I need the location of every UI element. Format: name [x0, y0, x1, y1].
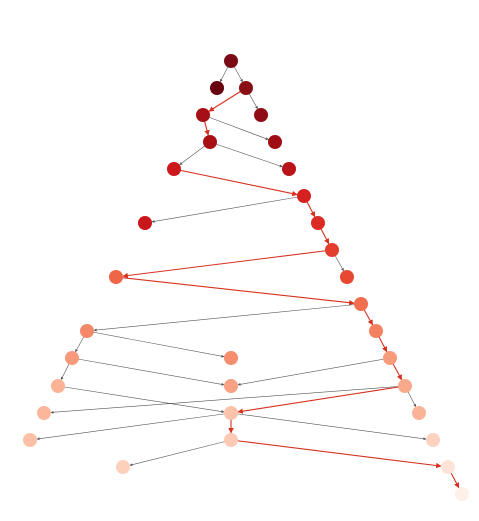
node [426, 433, 440, 447]
node [65, 351, 79, 365]
edge [36, 412, 232, 441]
node [224, 54, 238, 68]
nodes [23, 54, 469, 501]
node [239, 81, 253, 95]
node [340, 270, 354, 284]
node [254, 108, 268, 122]
edge [202, 114, 269, 140]
node [167, 162, 181, 176]
edge [209, 141, 283, 168]
edge [115, 276, 355, 306]
edge [173, 168, 298, 197]
node [412, 406, 426, 420]
node [210, 81, 224, 95]
node [109, 270, 123, 284]
edges [36, 60, 460, 489]
node [224, 406, 238, 420]
edge [151, 195, 305, 223]
node [23, 433, 37, 447]
node [224, 379, 238, 393]
edge [208, 87, 247, 112]
node [441, 460, 455, 474]
edge [122, 249, 333, 279]
node [203, 135, 217, 149]
node [311, 216, 325, 230]
node [455, 487, 469, 501]
node [268, 135, 282, 149]
edge [129, 439, 232, 467]
node [51, 379, 65, 393]
node [196, 108, 210, 122]
node [325, 243, 339, 257]
node [369, 324, 383, 338]
edge [57, 385, 225, 413]
node [297, 189, 311, 203]
node [398, 379, 412, 393]
node [354, 297, 368, 311]
node [224, 351, 238, 365]
node [116, 460, 130, 474]
edge [86, 330, 225, 358]
node [138, 216, 152, 230]
edge [237, 357, 391, 386]
edge [93, 303, 362, 332]
edge [50, 385, 406, 414]
node [37, 406, 51, 420]
edge [237, 385, 406, 414]
node [224, 433, 238, 447]
edge [230, 439, 442, 469]
edge [230, 412, 427, 441]
node [80, 324, 94, 338]
edge [71, 357, 225, 386]
node [282, 162, 296, 176]
node [383, 351, 397, 365]
